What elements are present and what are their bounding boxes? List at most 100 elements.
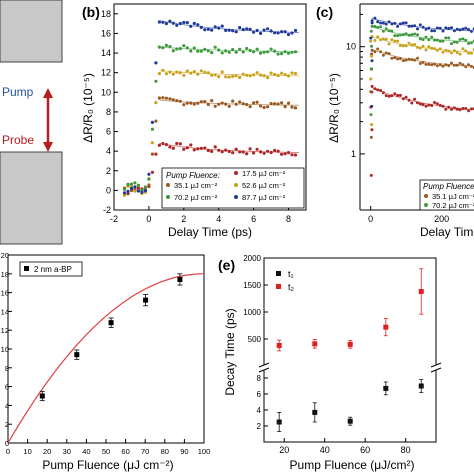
panel-b-data-point <box>217 102 221 106</box>
panel-c-data-point <box>416 27 419 31</box>
panel-c-fit-line <box>371 87 474 111</box>
panel-c-data-point <box>393 56 397 60</box>
panel-e-data-point <box>418 383 424 389</box>
panel-b-data-point <box>199 49 203 53</box>
panel-c-data-point <box>424 62 428 66</box>
panel-b-data-point <box>234 74 238 78</box>
panel-b-data-point <box>203 146 207 150</box>
panel-c-data-point <box>398 22 402 26</box>
panel-c-data-point <box>416 56 419 60</box>
panel-b-data-point <box>283 105 287 109</box>
panel-b-data-point <box>206 71 210 75</box>
panel-b-data-point <box>168 97 172 101</box>
panel-c-data-point <box>438 26 442 30</box>
panel-b-data-point <box>248 147 252 151</box>
panel-b-data-point <box>154 79 158 83</box>
panel-c-data-point <box>441 39 445 43</box>
panel-d-ytick-label: 0 <box>5 439 9 448</box>
panel-c-data-point <box>447 49 451 53</box>
panel-b-data-point <box>231 29 235 33</box>
panel-b-data-point <box>266 76 270 80</box>
panel-b-data-point <box>150 141 154 145</box>
panel-c-data-point <box>390 22 394 26</box>
panel-c-rise-point <box>369 39 373 43</box>
panel-b-data-point <box>238 26 242 30</box>
panel-d-ytick-label: 10 <box>1 345 9 354</box>
panel-b-data-point <box>164 22 168 26</box>
panel-c-data-point <box>404 95 408 99</box>
panel-b-data-point <box>154 61 158 65</box>
panel-c-data-point <box>464 107 468 110</box>
panel-b-data-point <box>192 148 196 152</box>
panel-b-data-point <box>161 20 165 24</box>
panel-c-legend: Pump Fluence 35.1 μJ cm⁻² 70.2 μJ cm⁻² <box>419 179 474 211</box>
panel-b-data-point <box>171 49 175 53</box>
panel-b-data-point <box>206 102 210 107</box>
panel-b-data-point <box>252 50 256 54</box>
panel-b-data-point <box>178 142 182 146</box>
panel-b-data-point <box>213 25 217 29</box>
panel-c-data-point <box>393 34 397 38</box>
panel-b-ytick-label: 8 <box>106 107 111 117</box>
panel-c-data-point <box>427 38 431 42</box>
panel-b-data-point <box>182 20 186 25</box>
panel-b-data-point <box>143 189 147 193</box>
panel-c-rise-point <box>369 77 373 81</box>
panel-c-rise-point <box>369 67 373 71</box>
axis-break-mark-4 <box>430 367 442 373</box>
panel-b-data-point <box>129 186 134 191</box>
panel-c-data-point <box>433 29 436 33</box>
panel-c-data-point <box>464 38 468 42</box>
panel-c-data-point <box>384 37 388 41</box>
panel-b-data-point <box>255 28 259 33</box>
panel-e-ytick-label-lower: 8 <box>257 374 262 383</box>
panel-c-data-point <box>444 63 448 67</box>
panel-b-ytick-label: 16 <box>101 28 111 38</box>
panel-c-data-point <box>393 92 397 96</box>
panel-b-data-point <box>217 148 221 152</box>
panel-c-data-point <box>373 87 377 91</box>
panel-b-data-point <box>143 185 147 189</box>
panel-b-data-point <box>280 71 284 75</box>
panel-b-data-point <box>245 27 249 31</box>
panel-b-data-point <box>122 191 127 195</box>
panel-b-data-point <box>286 32 291 37</box>
panel-c-data-point <box>376 35 380 39</box>
panel-d-ytick-label: 4 <box>5 401 9 410</box>
panel-c-data-point <box>461 107 465 110</box>
panel-e-ytick-label-upper: 500 <box>248 335 262 344</box>
panel-b-data-point <box>150 127 154 131</box>
panel-c-data-point <box>444 48 448 52</box>
panel-c-data-point <box>455 27 459 31</box>
panel-b-label: (b) <box>82 4 100 20</box>
panel-b-data-point <box>286 51 291 55</box>
panel-c-rise-point <box>369 90 373 94</box>
panel-b-data-point <box>245 73 249 77</box>
panel-b-data-point <box>161 142 165 146</box>
panel-b-data-point <box>231 48 235 52</box>
panel-e-label: (e) <box>218 257 235 273</box>
panel-c-data-point <box>387 52 391 56</box>
panel-d-data-point <box>39 393 45 399</box>
panel-b-data-point <box>213 145 217 149</box>
panel-c-data-point <box>407 41 411 45</box>
panel-b-data-point <box>154 101 158 105</box>
panel-b-data-point <box>286 151 291 155</box>
panel-b-data-point <box>293 50 298 54</box>
panel-e-data-point <box>383 324 389 330</box>
panel-c-data-point <box>444 107 448 111</box>
panel-c-data-point <box>452 63 456 67</box>
panel-c-data-point <box>396 57 400 61</box>
panel-c-data-point <box>447 27 451 30</box>
panel-d-ytick-label: 18 <box>1 270 9 279</box>
panel-c-data-point <box>455 51 459 54</box>
panel-c-data-point <box>435 102 439 106</box>
panel-b-data-point <box>136 183 140 188</box>
panel-b-data-point <box>227 28 231 32</box>
panel-d-xtick-label: 10 <box>23 447 31 456</box>
panel-b-data-point <box>266 105 270 109</box>
panel-b-data-point <box>213 45 217 49</box>
panel-b-data-point <box>290 153 294 157</box>
panel-b-ytick-label: 18 <box>101 9 111 19</box>
